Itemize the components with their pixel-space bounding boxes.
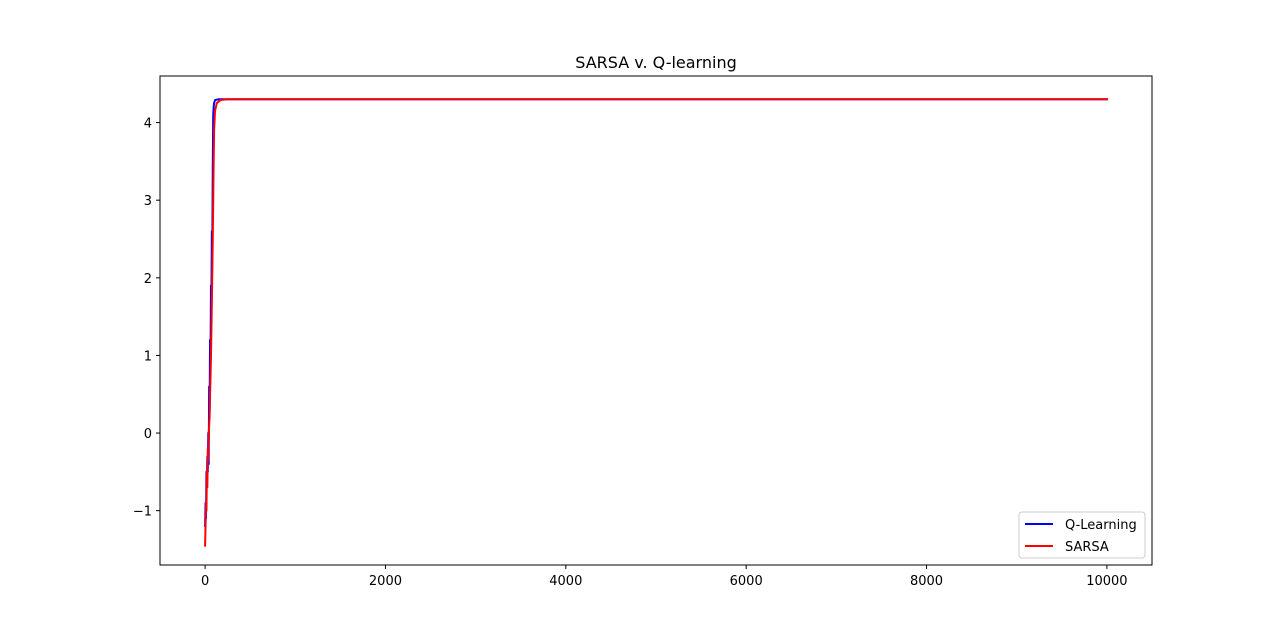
plot-frame	[159, 75, 1153, 566]
y-tick-label: 1	[144, 349, 152, 364]
chart-legend: Q-Learning SARSA	[1018, 511, 1146, 559]
series-line-q-learning	[204, 98, 1108, 528]
y-tick-label: −1	[133, 505, 152, 520]
x-tick-label: 2000	[369, 574, 402, 589]
legend-label: Q-Learning	[1065, 518, 1137, 533]
y-tick-label: 2	[144, 272, 152, 287]
x-tick-label: 10000	[1086, 574, 1127, 589]
y-tick-label: 3	[144, 194, 152, 209]
x-tick-label: 8000	[910, 574, 943, 589]
legend-label: SARSA	[1065, 540, 1109, 555]
y-tick-label: 0	[144, 427, 152, 442]
x-tick-label: 0	[201, 574, 209, 589]
series-layer	[204, 98, 1108, 547]
series-line-sarsa	[204, 98, 1108, 547]
y-tick-label: 4	[144, 117, 152, 132]
x-tick-label: 6000	[730, 574, 763, 589]
x-tick-label: 4000	[549, 574, 582, 589]
axes-layer: 0 2000 4000 6000 8000 10000 −1 0 1 2 3 4	[133, 75, 1153, 589]
chart-title: SARSA v. Q-learning	[575, 53, 736, 72]
